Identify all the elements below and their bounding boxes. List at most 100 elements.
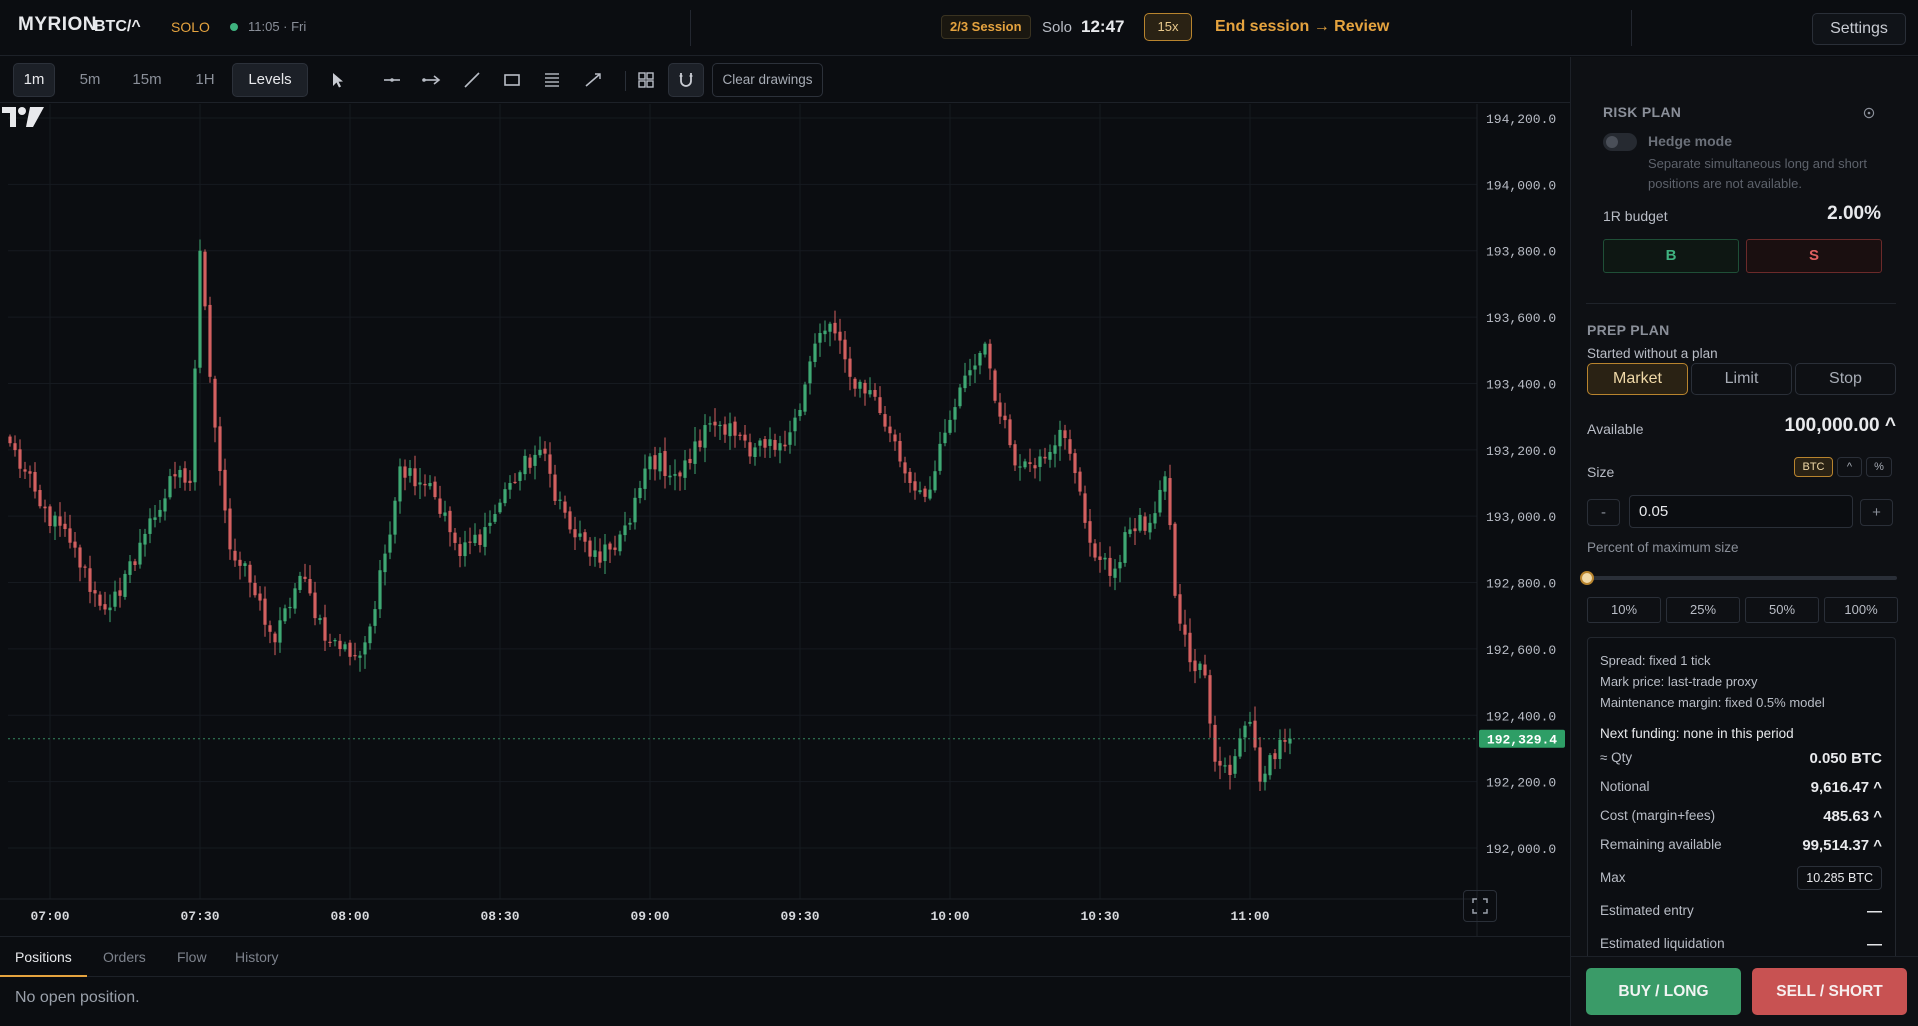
pair-label[interactable]: BTC/^	[94, 18, 141, 35]
size-slider-handle[interactable]	[1580, 571, 1594, 585]
candle-body	[323, 617, 327, 641]
candle-body	[953, 407, 957, 420]
percent-50-button[interactable]: 50%	[1745, 597, 1819, 623]
percent-label: Percent of maximum size	[1587, 540, 1739, 555]
order-type-stop[interactable]: Stop	[1795, 363, 1896, 395]
settings-button[interactable]: Settings	[1812, 13, 1906, 45]
candle-body	[548, 454, 552, 474]
candle-body	[718, 424, 722, 427]
top-bar: MYRION BTC/^ SOLO 11:05 · Fri 2/3 Sessio…	[0, 0, 1918, 56]
candle-body	[728, 423, 732, 437]
candle-body	[8, 436, 12, 444]
timeframe-1h[interactable]: 1H	[195, 71, 215, 88]
y-tick-label: 193,800.0	[1486, 245, 1556, 260]
candle-body	[603, 544, 607, 562]
risk-sell-button[interactable]: S	[1746, 239, 1882, 273]
summary-row-cost: Cost (margin+fees) 485.63 ^	[1600, 808, 1882, 825]
candle-body	[333, 640, 337, 642]
live-status-dot	[230, 23, 238, 31]
candle-body	[878, 397, 882, 413]
candle-body	[1288, 738, 1292, 744]
candle-body	[108, 607, 112, 611]
candle-body	[943, 432, 947, 444]
tab-orders[interactable]: Orders	[103, 949, 146, 965]
hedge-mode-label: Hedge mode	[1648, 133, 1733, 149]
speed-button[interactable]: 15x	[1144, 13, 1192, 41]
percent-25-button[interactable]: 25%	[1666, 597, 1740, 623]
candle-body	[483, 527, 487, 547]
price-chart[interactable]: 194,200.0 194,000.0 193,800.0 193,600.0 193,…	[0, 104, 1570, 936]
buy-long-button[interactable]: BUY / LONG	[1586, 968, 1741, 1015]
mark-price-text: Mark price: last-trade proxy	[1600, 674, 1758, 689]
candle-body	[898, 440, 902, 462]
magnet-icon[interactable]	[668, 63, 704, 97]
hedge-mode-toggle[interactable]	[1603, 133, 1637, 151]
unit-percent-button[interactable]: %	[1866, 457, 1892, 477]
candle-body	[1078, 471, 1082, 492]
candle-body	[803, 384, 807, 412]
budget-label: 1R budget	[1603, 208, 1668, 224]
candle-body	[618, 534, 622, 552]
horizontal-line-icon[interactable]	[381, 69, 403, 91]
candle-body	[408, 468, 412, 476]
candle-body	[263, 598, 267, 625]
sell-short-button[interactable]: SELL / SHORT	[1752, 968, 1907, 1015]
horizontal-ray-icon[interactable]	[420, 69, 442, 91]
candle-body	[848, 358, 852, 377]
size-decrement-button[interactable]: -	[1587, 499, 1620, 526]
candle-body	[213, 378, 217, 428]
candlestick-chart[interactable]: 194,200.0 194,000.0 193,800.0 193,600.0 193,…	[0, 104, 1570, 936]
candle-body	[418, 482, 422, 485]
levels-button[interactable]: Levels	[232, 63, 308, 97]
unit-btc-button[interactable]: BTC	[1794, 457, 1833, 477]
trend-line-icon[interactable]	[461, 69, 483, 91]
percent-100-button[interactable]: 100%	[1824, 597, 1898, 623]
candle-body	[248, 564, 252, 583]
candle-body	[1233, 756, 1237, 774]
tab-flow[interactable]: Flow	[177, 949, 207, 965]
percent-10-button[interactable]: 10%	[1587, 597, 1661, 623]
summary-value: 9,616.47 ^	[1810, 779, 1882, 796]
risk-buy-button[interactable]: B	[1603, 239, 1739, 273]
cursor-icon[interactable]	[326, 69, 348, 91]
candle-body	[278, 620, 282, 643]
candle-body	[1063, 430, 1067, 439]
candle-body	[948, 419, 952, 433]
rectangle-icon[interactable]	[501, 69, 523, 91]
order-type-limit[interactable]: Limit	[1691, 363, 1792, 395]
candle-body	[938, 443, 942, 471]
ruler-icon[interactable]	[582, 69, 604, 91]
candle-body	[468, 541, 472, 543]
timeframe-5m[interactable]: 5m	[79, 71, 101, 88]
candle-body	[508, 483, 512, 490]
info-icon[interactable]	[1863, 107, 1875, 119]
candle-body	[223, 469, 227, 511]
candle-body	[253, 582, 257, 596]
fib-levels-icon[interactable]	[541, 69, 563, 91]
timeframe-1m[interactable]: 1m	[13, 63, 55, 97]
candle-body	[613, 547, 617, 550]
size-input[interactable]	[1629, 495, 1853, 528]
candle-body	[973, 365, 977, 370]
summary-row-entry: Estimated entry —	[1600, 903, 1882, 920]
end-session-button[interactable]: End session → Review	[1215, 18, 1390, 35]
candle-body	[1133, 528, 1137, 532]
size-increment-button[interactable]: +	[1860, 499, 1893, 526]
size-slider-track[interactable]	[1587, 576, 1897, 580]
tab-history[interactable]: History	[235, 949, 279, 965]
grid-icon[interactable]	[635, 69, 657, 91]
candle-body	[348, 642, 352, 657]
unit-quote-button[interactable]: ^	[1837, 457, 1862, 477]
order-type-market[interactable]: Market	[1587, 363, 1688, 395]
tab-positions[interactable]: Positions	[0, 937, 87, 977]
candle-body	[768, 439, 772, 446]
fullscreen-button[interactable]	[1463, 890, 1497, 922]
max-size-button[interactable]: 10.285 BTC	[1797, 866, 1882, 890]
y-tick-label: 192,400.0	[1486, 709, 1556, 724]
timeframe-15m[interactable]: 15m	[132, 71, 162, 88]
candle-body	[883, 414, 887, 427]
candle-body	[1023, 461, 1027, 468]
candle-body	[1028, 462, 1032, 464]
clear-drawings-button[interactable]: Clear drawings	[712, 63, 823, 97]
candle-body	[1168, 478, 1172, 526]
